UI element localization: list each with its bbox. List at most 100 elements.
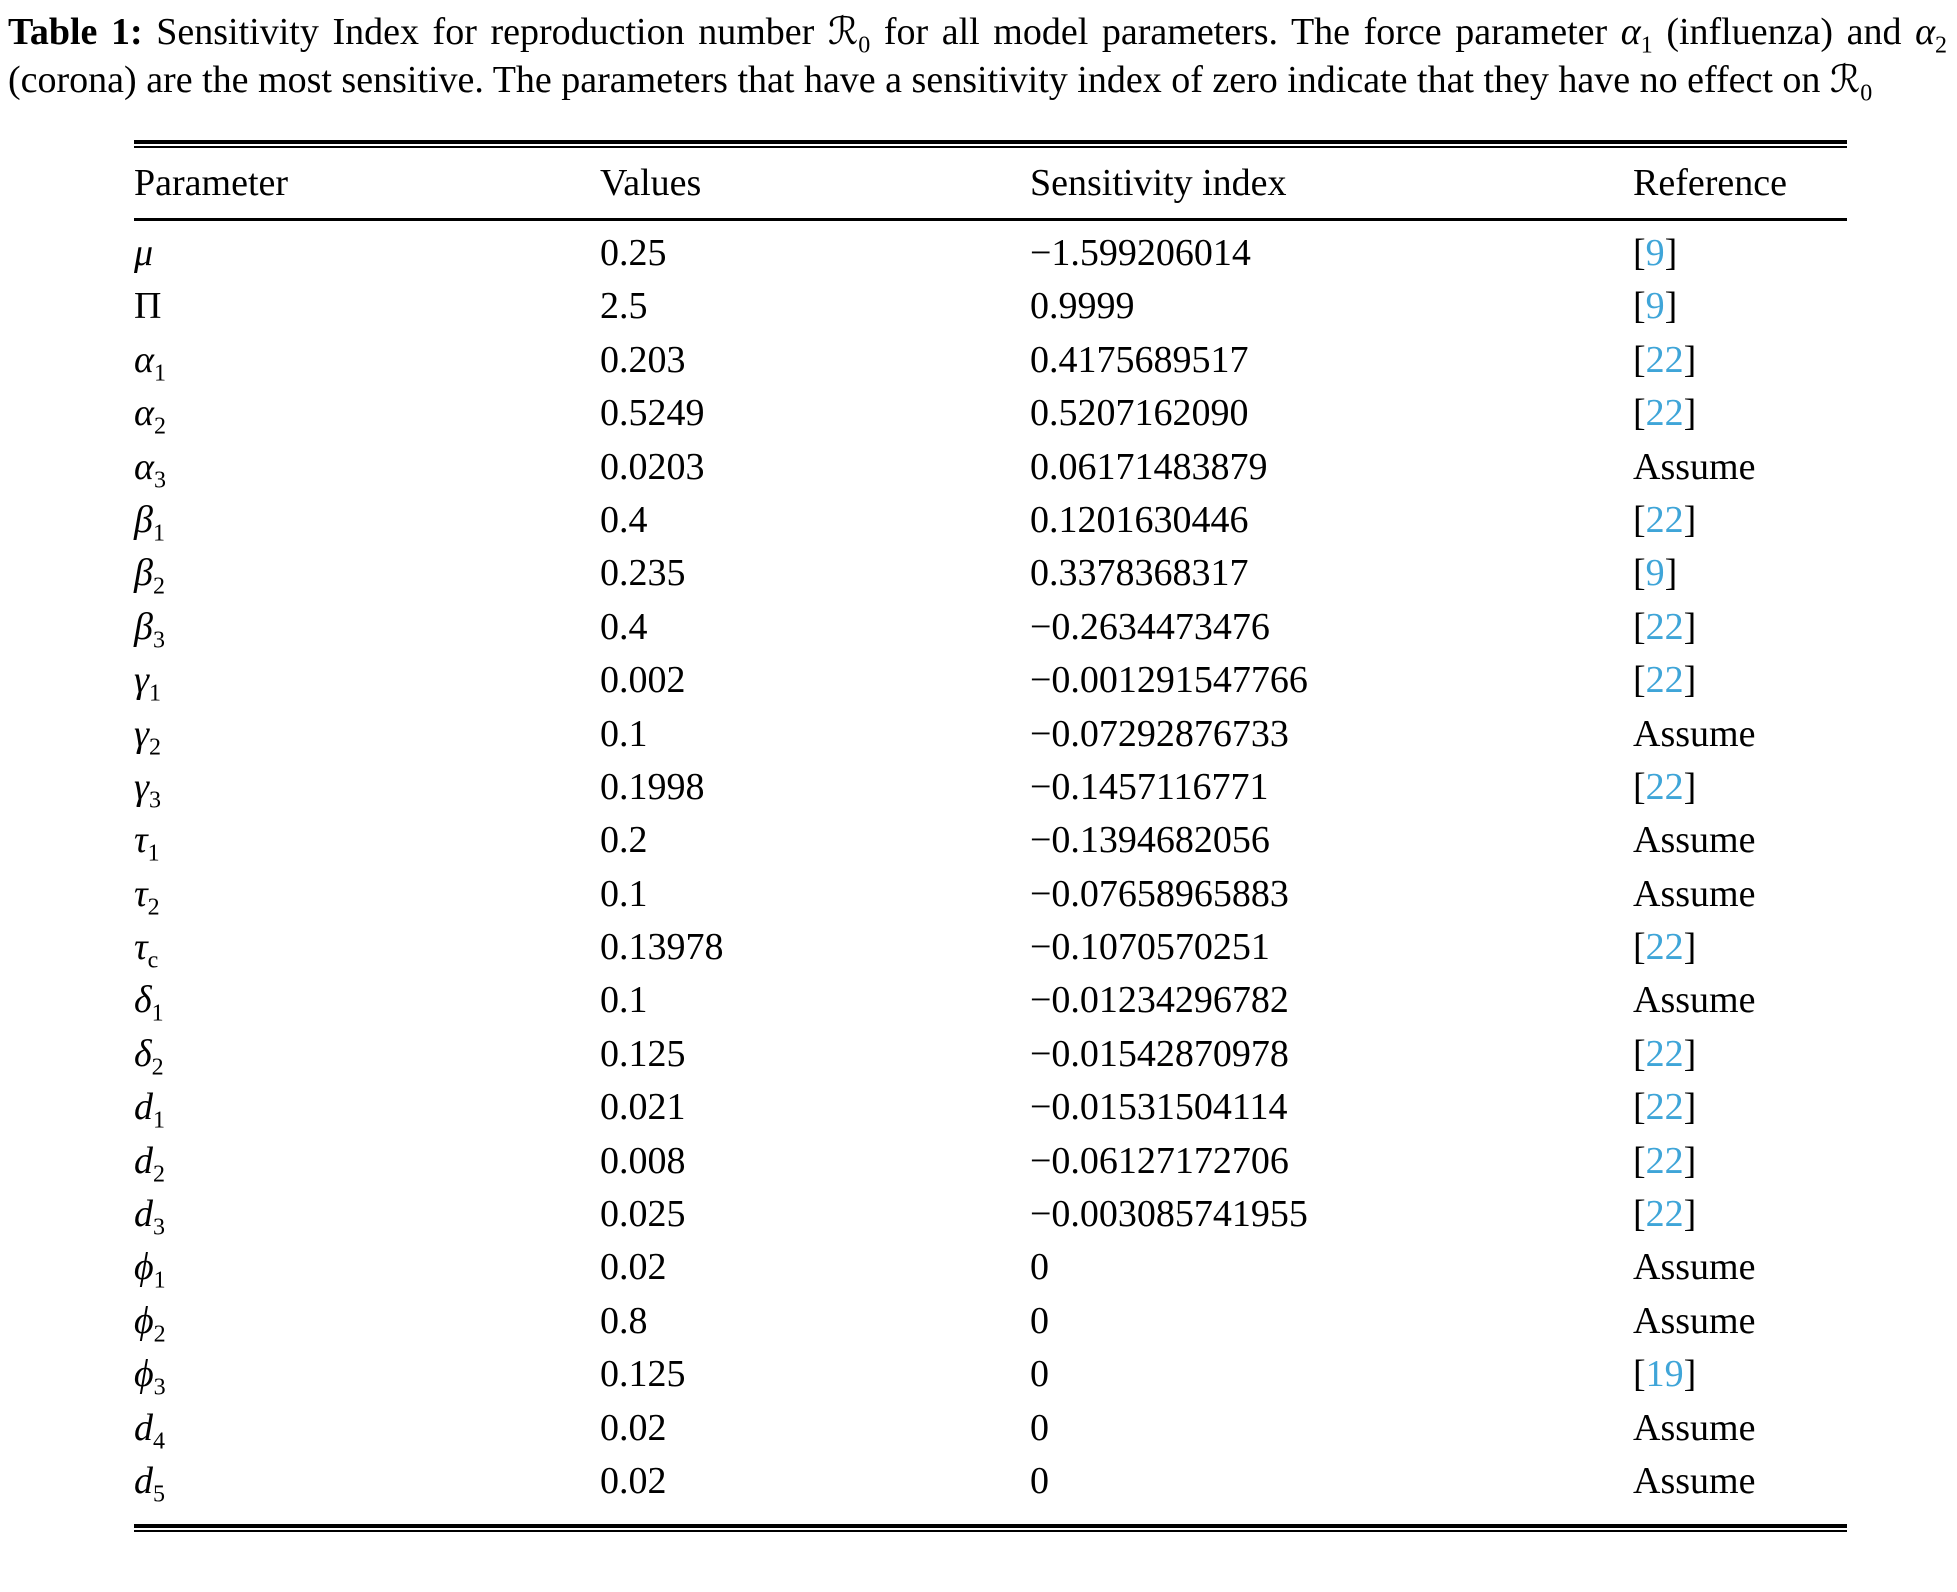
citation-link[interactable]: [22]	[1633, 926, 1696, 968]
table-header-rule	[134, 218, 1847, 221]
parameter-subscript: c	[147, 947, 159, 974]
table-row: τc 0.13978 −0.1070570251 [22]	[134, 921, 1847, 974]
parameter-cell: δ2	[134, 1028, 600, 1081]
citation-bracket-close: ]	[1683, 1193, 1697, 1236]
citation-link[interactable]: [22]	[1633, 1193, 1696, 1235]
citation-link[interactable]: [9]	[1633, 552, 1677, 594]
parameter-symbol: Π	[134, 285, 162, 328]
parameter-symbol: μ	[134, 232, 154, 274]
citation-link[interactable]: [22]	[1633, 606, 1696, 648]
parameter-cell: β2	[134, 547, 600, 600]
assume-label: Assume	[1633, 1459, 1756, 1502]
parameter-cell: ϕ3	[134, 1348, 600, 1401]
parameter-cell: d2	[134, 1135, 600, 1188]
reference-cell: []Assume	[1633, 974, 1847, 1027]
reference-cell: [9]	[1633, 547, 1847, 600]
sensitivity-cell: −0.01234296782	[1030, 979, 1289, 1022]
parameter-subscript: 3	[153, 1374, 166, 1401]
value-cell: 0.203	[600, 338, 686, 381]
value-cell: 0.235	[600, 552, 686, 595]
citation-number: 9	[1645, 232, 1665, 274]
table-row: α2 0.5249 0.5207162090 [22]	[134, 387, 1847, 440]
reference-cell: [22]	[1633, 1081, 1847, 1134]
table-row: α1 0.203 0.4175689517 [22]	[134, 334, 1847, 387]
parameter-symbol: d	[134, 1193, 153, 1236]
parameter-subscript: 2	[151, 1054, 164, 1081]
sensitivity-cell: 0	[1030, 1459, 1049, 1502]
parameter-cell: d4	[134, 1402, 600, 1455]
parameter-symbol: γ	[134, 659, 149, 702]
parameter-subscript: 3	[152, 627, 165, 654]
citation-bracket-close: ]	[1683, 659, 1697, 702]
assume-label: Assume	[1633, 1299, 1756, 1342]
citation-link[interactable]: [22]	[1633, 659, 1696, 701]
citation-bracket-open: [	[1633, 498, 1646, 541]
reference-cell: []Assume	[1633, 1455, 1847, 1508]
table-body: μ 0.25 −1.599206014 [9] Π 2.5 0.9999 [9]…	[134, 221, 1847, 1508]
parameter-cell: α2	[134, 387, 600, 440]
citation-number: 22	[1645, 659, 1684, 702]
assume-label: Assume	[1633, 1246, 1756, 1289]
citation-bracket-close: ]	[1664, 232, 1678, 274]
parameter-symbol: α	[134, 392, 154, 435]
citation-number: 22	[1645, 926, 1684, 969]
citation-link[interactable]: [22]	[1633, 766, 1696, 808]
citation-number: 22	[1645, 1139, 1684, 1182]
table-row: d3 0.025 −0.003085741955 [22]	[134, 1188, 1847, 1241]
reference-cell: [22]	[1633, 654, 1847, 707]
value-cell: 0.02	[600, 1459, 667, 1502]
citation-number: 22	[1645, 1032, 1684, 1075]
value-cell: 0.002	[600, 659, 686, 702]
parameter-cell: γ2	[134, 708, 600, 761]
sensitivity-cell: 0.4175689517	[1030, 338, 1249, 381]
table-bottom-rule	[134, 1524, 1847, 1533]
parameter-subscript: 3	[153, 1214, 165, 1241]
citation-link[interactable]: [9]	[1633, 285, 1677, 327]
sensitivity-cell: −0.2634473476	[1030, 605, 1270, 648]
table-caption: Table 1: Sensitivity Index for reproduct…	[0, 0, 1957, 107]
parameter-cell: ϕ2	[134, 1295, 600, 1348]
parameter-cell: τ1	[134, 814, 600, 867]
alpha1-subscript: 1	[1640, 32, 1653, 59]
citation-bracket-close: ]	[1683, 605, 1697, 648]
citation-number: 9	[1645, 552, 1665, 595]
sensitivity-cell: −0.1070570251	[1030, 926, 1270, 969]
table-row: γ3 0.1998 −0.1457116771 [22]	[134, 761, 1847, 814]
parameter-cell: α3	[134, 441, 600, 494]
parameter-subscript: 4	[153, 1428, 165, 1455]
table-row: Π 2.5 0.9999 [9]	[134, 280, 1847, 333]
citation-bracket-open: [	[1633, 1032, 1646, 1075]
table-row: γ1 0.002 −0.001291547766 [22]	[134, 654, 1847, 707]
citation-link[interactable]: [9]	[1633, 232, 1677, 274]
sensitivity-cell: −1.599206014	[1030, 232, 1251, 274]
parameter-symbol: d	[134, 1139, 153, 1182]
header-parameter: Parameter	[134, 162, 289, 204]
table-row: d4 0.02 0 []Assume	[134, 1402, 1847, 1455]
sensitivity-cell: −0.01542870978	[1030, 1032, 1289, 1075]
citation-link[interactable]: [22]	[1633, 392, 1696, 434]
citation-bracket-close: ]	[1664, 552, 1678, 595]
parameters-table: Parameter Values Sensitivity index Refer…	[134, 140, 1847, 1533]
citation-link[interactable]: [22]	[1633, 339, 1696, 381]
citation-link[interactable]: [22]	[1633, 1086, 1696, 1128]
citation-number: 22	[1645, 392, 1684, 435]
citation-number: 22	[1645, 1086, 1684, 1129]
citation-link[interactable]: [22]	[1633, 499, 1696, 541]
citation-link[interactable]: [22]	[1633, 1033, 1696, 1075]
citation-link[interactable]: [22]	[1633, 1140, 1696, 1182]
citation-bracket-open: [	[1633, 392, 1646, 435]
sensitivity-cell: 0	[1030, 1406, 1049, 1449]
citation-bracket-open: [	[1633, 1193, 1646, 1236]
table-row: d2 0.008 −0.06127172706 [22]	[134, 1135, 1847, 1188]
reference-cell: []Assume	[1633, 1241, 1847, 1294]
parameter-subscript: 2	[153, 1161, 165, 1188]
reference-cell: [22]	[1633, 761, 1847, 814]
caption-text: (corona) are the most sensitive. The par…	[8, 59, 1830, 101]
sensitivity-cell: 0.1201630446	[1030, 498, 1249, 541]
reproduction-number-subscript: 0	[1860, 80, 1873, 107]
citation-link[interactable]: [19]	[1633, 1353, 1696, 1395]
citation-bracket-open: [	[1633, 765, 1646, 808]
value-cell: 0.008	[600, 1139, 686, 1182]
reference-cell: [22]	[1633, 494, 1847, 547]
caption-text: for all model parameters. The force para…	[870, 11, 1621, 53]
